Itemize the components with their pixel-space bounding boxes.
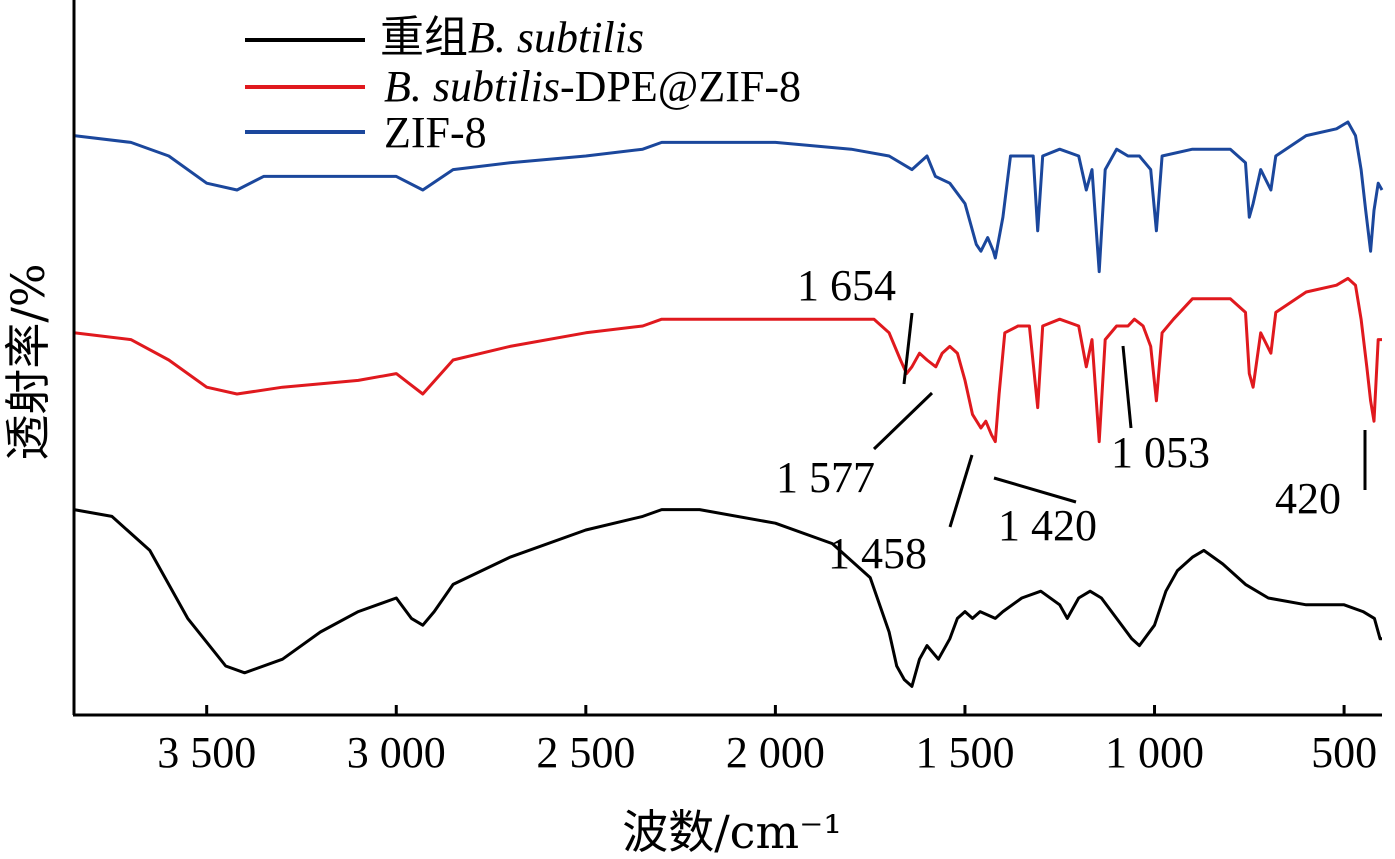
series-line-0: [73, 120, 1384, 274]
annotation-1654: 1 654: [797, 261, 896, 310]
x-tick-label-3: 2 000: [726, 728, 825, 777]
annotation-line-1420: [993, 476, 1077, 504]
series-line-2: [73, 508, 1382, 688]
legend: 重组B. subtilis B. subtilis-DPE@ZIF-8 ZIF-…: [245, 12, 801, 157]
annotation-1420: 1 420: [998, 501, 1097, 550]
x-tick-label-2: 2 500: [536, 728, 635, 777]
y-axis-title: 透射率/%: [1, 263, 55, 460]
annotations: 1 654 1 577 1 458 1 420 1 053 420: [776, 261, 1367, 578]
legend-label-recombinant: 重组B. subtilis: [380, 12, 644, 63]
annotation-line-1458: [948, 454, 974, 528]
x-tick-label-1: 3 000: [347, 728, 446, 777]
legend-label-zif8: ZIF-8: [384, 108, 487, 157]
x-tick-label-5: 1 000: [1105, 728, 1204, 777]
annotation-line-1577: [872, 391, 934, 451]
annotation-line-1053: [1121, 345, 1133, 429]
x-axis-title: 波数/cm⁻¹: [622, 805, 842, 859]
annotation-420: 420: [1275, 474, 1341, 523]
plot-area: 3 500 3 000 2 500 2 000 1 500 1 000 500: [72, 0, 1384, 777]
annotation-line-1654: [902, 312, 914, 385]
annotation-1458: 1 458: [828, 529, 927, 578]
x-tick-label-0: 3 500: [157, 728, 256, 777]
annotation-1577: 1 577: [776, 453, 875, 502]
annotation-1053: 1 053: [1111, 428, 1210, 477]
x-tick-label-4: 1 500: [915, 728, 1014, 777]
legend-label-dpe-zif8: B. subtilis-DPE@ZIF-8: [384, 62, 801, 111]
x-tick-layer: 3 500 3 000 2 500 2 000 1 500 1 000 500: [157, 705, 1377, 777]
series-layer: [73, 120, 1384, 688]
series-line-1: [73, 276, 1382, 444]
x-tick-label-6: 500: [1311, 728, 1377, 777]
